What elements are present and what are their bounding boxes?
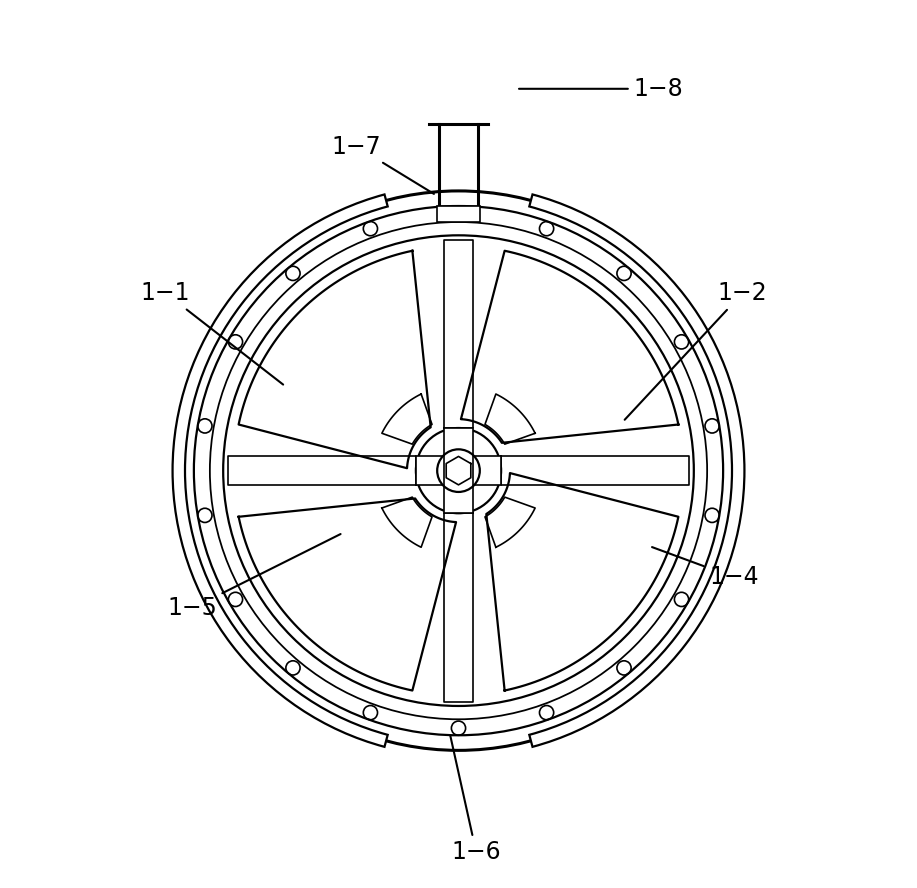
Wedge shape (172, 194, 388, 747)
Text: 1−2: 1−2 (624, 281, 768, 420)
Text: 1−6: 1−6 (450, 735, 501, 865)
Text: 1−1: 1−1 (140, 281, 283, 385)
Text: 1−7: 1−7 (332, 134, 434, 194)
Text: 1−8: 1−8 (519, 76, 683, 101)
Bar (416, 456, 501, 485)
Text: 1−4: 1−4 (652, 547, 758, 590)
Bar (437, 206, 480, 222)
Wedge shape (529, 194, 745, 747)
Bar (445, 428, 472, 513)
Text: 1−5: 1−5 (167, 534, 340, 621)
